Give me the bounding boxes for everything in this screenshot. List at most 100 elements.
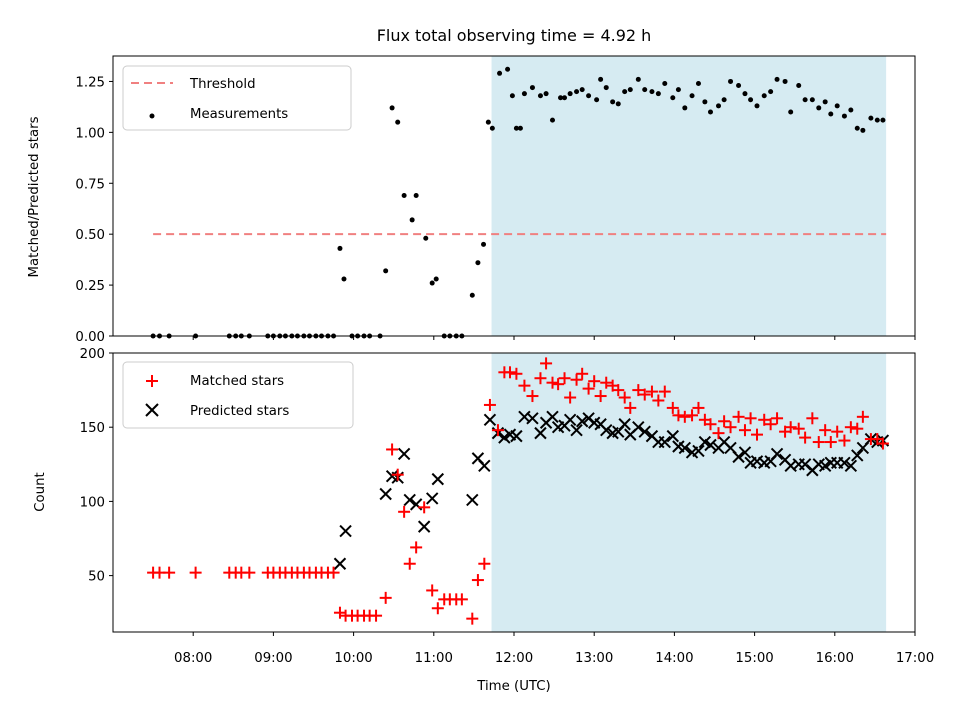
matched-point (558, 372, 571, 385)
measurement-point (868, 115, 874, 121)
predicted-point-stroke (425, 492, 439, 505)
measurement-point (689, 93, 695, 99)
measurement-point (529, 85, 535, 91)
measurement-point (809, 97, 815, 103)
matched-point (744, 412, 757, 425)
predicted-point (526, 412, 539, 425)
predicted-point (333, 557, 347, 570)
measurement-point (675, 87, 681, 93)
measurement-point (395, 119, 401, 125)
measurement-point (880, 117, 886, 123)
x-tick-label: 17:00 (896, 651, 934, 666)
top-x-ticks (192, 336, 916, 340)
measurement-point (481, 241, 487, 247)
predicted-point-stroke (798, 458, 812, 471)
matched-point (838, 434, 851, 447)
predicted-point (692, 444, 705, 458)
measurement-point (341, 276, 347, 282)
matched-point (819, 424, 832, 437)
predicted-point-stroke (724, 441, 737, 455)
predicted-point-stroke (678, 441, 692, 455)
measurement-point (721, 97, 727, 103)
legend-predicted-swatch (145, 403, 159, 417)
predicted-point (658, 435, 671, 449)
measurement-point (543, 91, 549, 97)
top-y-tick-label: 1.00 (75, 126, 105, 141)
predicted-point (732, 450, 745, 464)
measurement-point (475, 260, 481, 266)
predicted-point-stroke (385, 469, 399, 483)
measurement-point (782, 78, 788, 84)
measurement-point (649, 89, 655, 95)
matched-point (771, 412, 784, 425)
bottom-legend: Matched stars Predicted stars (122, 361, 354, 429)
top-axes-frame (112, 55, 916, 337)
predicted-point (431, 472, 445, 486)
measurement-point (537, 93, 543, 99)
matched-point (806, 412, 819, 425)
matched-point (799, 431, 812, 444)
matched-point (564, 391, 577, 404)
predicted-point (638, 425, 651, 438)
measurement-point (860, 127, 866, 133)
measurement-point (586, 93, 592, 99)
predicted-point-stroke (812, 458, 825, 471)
matched-point (503, 366, 516, 379)
measurement-point (796, 83, 802, 89)
predicted-point (838, 456, 851, 470)
measurement-point (505, 66, 511, 72)
top-y-tick-label: 0.50 (75, 228, 105, 243)
x-tick-label: 14:00 (655, 651, 693, 666)
predicted-point-stroke (546, 410, 559, 424)
measurement-point (594, 97, 600, 103)
matched-point (518, 379, 531, 392)
predicted-point-stroke (534, 426, 547, 440)
predicted-point-stroke (618, 418, 631, 431)
measurement-point (768, 89, 774, 95)
matched-point (732, 410, 745, 423)
bottom-y-tick-label: 50 (88, 570, 105, 585)
predicted-point (570, 423, 583, 437)
top-y-axis: 0.00 0.25 0.50 0.75 1.00 1.25 (75, 75, 113, 345)
measurement-point (469, 292, 475, 298)
measurement-point (742, 91, 748, 97)
measurement-point (816, 105, 822, 111)
measurement-point (874, 117, 880, 123)
predicted-point (403, 493, 416, 507)
matched-point (824, 436, 837, 449)
predicted-point (425, 492, 439, 505)
predicted-point-stroke (526, 412, 539, 425)
bottom-panel: 50 100 150 200 08:00 09:00 10:00 11:00 12:00 13:… (33, 347, 934, 694)
matched-point (540, 357, 553, 370)
predicted-point (534, 426, 547, 440)
measurement-point (337, 245, 343, 251)
predicted-point-stroke (575, 415, 589, 428)
measurement-point (401, 192, 407, 198)
matched-point (618, 391, 631, 404)
matched-point (391, 468, 404, 481)
measurement-point (627, 87, 633, 93)
predicted-point-stroke (483, 413, 497, 426)
predicted-point (483, 413, 497, 426)
measurement-point (610, 99, 616, 105)
matched-point (712, 427, 725, 440)
predicted-point (546, 410, 559, 424)
matched-point (491, 424, 504, 437)
predicted-point-stroke (510, 429, 523, 443)
matched-point (243, 566, 256, 579)
measurement-point (748, 97, 754, 103)
predicted-point (600, 423, 613, 437)
matched-point (658, 385, 671, 398)
matched-point (471, 574, 484, 587)
predicted-point-stroke (738, 446, 752, 459)
predicted-points (333, 410, 890, 570)
predicted-point (563, 413, 577, 426)
predicted-point (417, 520, 431, 533)
matched-point (704, 418, 717, 431)
x-axis-label: Time (UTC) (476, 679, 551, 694)
measurement-point (622, 89, 628, 95)
measurement-point (579, 87, 585, 93)
measurement-point (642, 87, 648, 93)
x-tick-label: 15:00 (735, 651, 773, 666)
